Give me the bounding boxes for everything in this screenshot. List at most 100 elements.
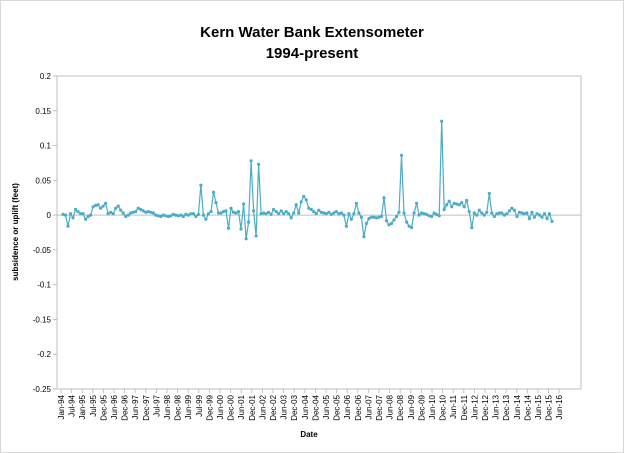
data-point (430, 214, 434, 219)
series-line (62, 121, 553, 239)
data-point (477, 208, 481, 212)
x-tick-label: Dec-97 (142, 394, 151, 420)
data-point (475, 213, 479, 217)
x-tick-label: Dec-08 (396, 394, 405, 420)
data-point (530, 210, 534, 214)
data-point (71, 216, 75, 220)
x-tick-label: Dec-13 (502, 394, 511, 420)
data-point (435, 212, 439, 216)
data-point (154, 213, 158, 217)
x-tick-label: Dec-00 (227, 394, 236, 420)
data-point (96, 203, 100, 207)
data-point (349, 217, 353, 221)
y-tick-label: -0.2 (37, 350, 51, 359)
y-axis-label: subsidence or uplift (feet) (11, 183, 20, 281)
data-point (520, 211, 524, 215)
x-tick-label: Jun-96 (110, 394, 119, 419)
x-tick-label: Jun-06 (343, 394, 352, 419)
data-point (512, 208, 517, 212)
data-point (412, 211, 416, 215)
data-point (417, 213, 421, 217)
data-point (535, 212, 539, 216)
data-point (239, 227, 243, 231)
x-tick-label: Jun-98 (163, 394, 172, 419)
data-point (134, 210, 138, 214)
y-tick-label: -0.1 (37, 281, 51, 290)
data-point (352, 212, 356, 216)
data-point (442, 207, 446, 212)
data-point (68, 212, 73, 216)
x-tick-label: Jun-15 (534, 394, 543, 419)
data-point (116, 204, 120, 208)
x-tick-label: Jul-95 (89, 394, 98, 416)
data-point (347, 212, 351, 216)
y-tick-label: 0.15 (35, 107, 51, 116)
data-point (399, 153, 404, 157)
data-point (545, 217, 549, 221)
x-tick-label: Jul-94 (68, 394, 77, 416)
data-point (89, 213, 93, 217)
data-point (196, 212, 200, 216)
data-point (209, 210, 213, 214)
data-point (485, 210, 489, 214)
data-point (136, 206, 140, 210)
data-point (161, 213, 165, 217)
data-point (427, 214, 431, 218)
data-point (84, 217, 88, 221)
data-point (364, 221, 368, 226)
data-point (332, 211, 336, 215)
data-point (231, 210, 236, 214)
data-point (66, 224, 70, 228)
data-point (314, 212, 318, 216)
data-point (517, 210, 522, 214)
x-tick-label: Dec-03 (290, 394, 299, 420)
data-point (247, 220, 251, 224)
y-tick-label: -0.15 (33, 315, 52, 324)
data-point (407, 224, 411, 228)
x-tick-label: Dec-14 (523, 394, 532, 420)
x-tick-label: Jun-14 (513, 394, 522, 419)
data-point (359, 215, 363, 219)
data-point (510, 206, 514, 210)
data-point (369, 215, 373, 219)
data-point (497, 211, 501, 215)
data-point (357, 211, 361, 215)
data-point (194, 214, 198, 219)
x-tick-label: Dec-98 (174, 394, 183, 420)
data-point (186, 213, 190, 217)
data-point (272, 207, 276, 212)
data-point (327, 210, 331, 214)
data-point (204, 217, 208, 221)
data-point (465, 198, 469, 203)
data-point (309, 207, 313, 212)
x-tick-label: Jan-94 (57, 394, 66, 419)
data-point (267, 210, 271, 214)
data-point (111, 212, 115, 216)
data-point (487, 191, 491, 196)
data-point (141, 209, 145, 213)
x-tick-label: Jun-16 (555, 394, 564, 419)
data-point (129, 211, 133, 215)
data-point (402, 211, 406, 215)
y-tick-label: 0.1 (40, 142, 52, 151)
data-point (146, 210, 150, 214)
x-tick-label: Dec-06 (354, 394, 363, 420)
data-point (354, 201, 358, 205)
x-tick-label: Jul-99 (195, 394, 204, 416)
data-point (169, 214, 173, 218)
x-tick-label: Jun-04 (301, 394, 310, 419)
data-point (297, 211, 301, 215)
data-point (159, 214, 163, 219)
data-point (329, 212, 333, 216)
data-point (76, 210, 80, 214)
data-point (507, 209, 511, 213)
data-point (322, 211, 326, 215)
x-tick-label: Jun-97 (131, 394, 140, 419)
x-tick-label: Jun-11 (449, 394, 458, 418)
data-point (502, 213, 506, 217)
data-point (104, 201, 108, 205)
data-point (420, 211, 424, 215)
data-point (394, 214, 399, 219)
data-point (537, 213, 542, 217)
data-point (156, 214, 160, 218)
